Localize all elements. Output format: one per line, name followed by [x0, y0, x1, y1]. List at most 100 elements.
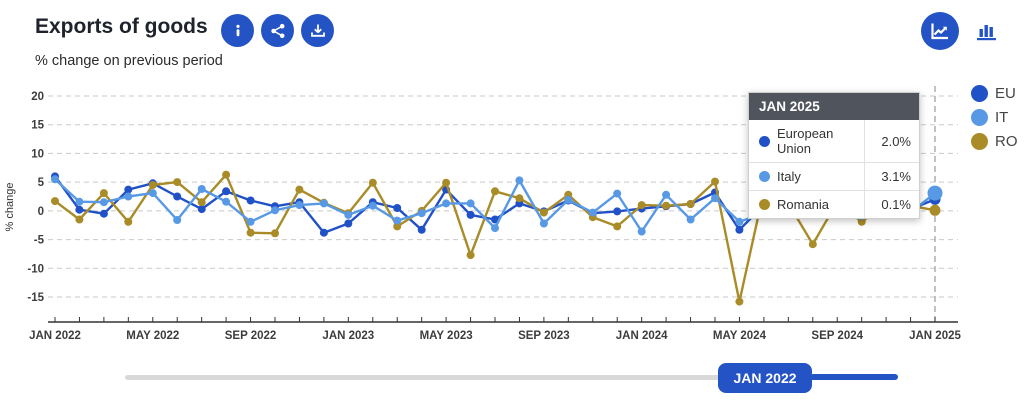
data-point-eu[interactable] [75, 205, 84, 214]
data-point-it[interactable] [613, 189, 622, 198]
data-point-it[interactable] [588, 208, 597, 217]
data-point-ro[interactable] [51, 197, 59, 206]
data-point-it[interactable] [539, 219, 548, 228]
data-point-ro[interactable] [222, 170, 231, 179]
data-point-it[interactable] [197, 185, 206, 193]
legend-label: RO [995, 133, 1018, 150]
data-point-ro[interactable] [735, 297, 744, 306]
data-point-eu[interactable] [613, 207, 622, 216]
data-point-it[interactable] [927, 185, 943, 201]
data-point-it[interactable] [148, 189, 157, 198]
x-axis-tick-label: SEP 2024 [811, 330, 863, 342]
data-point-eu[interactable] [246, 196, 255, 205]
info-button[interactable] [221, 14, 254, 47]
data-point-it[interactable] [393, 216, 402, 225]
x-axis-tick-label: SEP 2022 [225, 330, 277, 342]
data-point-it[interactable] [466, 199, 475, 208]
data-point-eu[interactable] [124, 185, 133, 194]
line-chart-icon [931, 23, 948, 40]
data-point-ro[interactable] [271, 229, 279, 238]
legend-item-eu[interactable]: EU [971, 85, 1018, 102]
data-point-it[interactable] [271, 206, 279, 215]
series-dot-icon [759, 171, 770, 182]
data-point-it[interactable] [662, 190, 671, 199]
y-axis-tick-label: 0 [38, 206, 44, 218]
line-chart-type-button[interactable] [921, 12, 959, 50]
data-point-it[interactable] [124, 192, 133, 201]
tooltip-series-value: 2.0% [864, 120, 919, 162]
chart-subtitle: % change on previous period [35, 53, 223, 69]
share-button[interactable] [261, 14, 294, 47]
chart-tooltip: JAN 2025 European Union 2.0% Italy 3.1% Roma… [748, 92, 920, 219]
data-point-ro[interactable] [686, 200, 695, 208]
data-point-it[interactable] [735, 217, 744, 226]
data-point-eu[interactable] [173, 192, 182, 201]
data-point-ro[interactable] [466, 251, 475, 260]
bar-chart-type-button[interactable] [974, 17, 1000, 46]
data-point-ro[interactable] [295, 185, 304, 194]
data-point-it[interactable] [686, 215, 695, 224]
data-point-ro[interactable] [662, 201, 671, 210]
data-point-it[interactable] [295, 201, 304, 210]
data-point-it[interactable] [515, 176, 524, 185]
data-point-eu[interactable] [735, 225, 744, 234]
data-point-ro[interactable] [929, 204, 941, 216]
data-point-ro[interactable] [613, 222, 622, 231]
data-point-ro[interactable] [124, 217, 133, 226]
data-point-eu[interactable] [222, 187, 231, 196]
data-point-ro[interactable] [637, 201, 646, 210]
time-slider-track[interactable] [125, 375, 897, 380]
data-point-ro[interactable] [491, 187, 499, 196]
legend-swatch-icon [971, 85, 988, 102]
data-point-it[interactable] [368, 201, 377, 210]
data-point-it[interactable] [417, 209, 426, 218]
data-point-ro[interactable] [539, 208, 548, 217]
data-point-it[interactable] [222, 197, 231, 206]
data-point-it[interactable] [442, 199, 451, 208]
data-point-ro[interactable] [99, 189, 108, 198]
data-point-it[interactable] [711, 194, 719, 203]
data-point-it[interactable] [491, 224, 499, 233]
data-point-ro[interactable] [515, 194, 524, 203]
data-point-ro[interactable] [368, 178, 377, 187]
data-point-it[interactable] [75, 197, 84, 206]
data-point-eu[interactable] [319, 228, 328, 237]
time-slider-selected-range[interactable] [810, 374, 898, 380]
data-point-ro[interactable] [246, 228, 255, 237]
data-point-eu[interactable] [417, 225, 426, 234]
data-point-eu[interactable] [99, 209, 108, 218]
data-point-eu[interactable] [344, 219, 353, 228]
data-point-it[interactable] [564, 195, 573, 204]
data-point-ro[interactable] [197, 198, 206, 207]
data-point-it[interactable] [344, 210, 353, 219]
data-point-it[interactable] [319, 199, 328, 208]
tooltip-series-name: Romania [749, 191, 864, 218]
data-point-eu[interactable] [393, 204, 402, 212]
legend-item-it[interactable]: IT [971, 109, 1018, 126]
time-slider-handle[interactable]: JAN 2022 [718, 363, 812, 393]
data-point-ro[interactable] [75, 215, 84, 224]
share-icon [270, 23, 284, 38]
data-point-it[interactable] [246, 217, 255, 226]
data-point-eu[interactable] [197, 205, 206, 214]
data-point-it[interactable] [637, 227, 646, 236]
data-point-ro[interactable] [711, 177, 719, 186]
download-button[interactable] [301, 14, 334, 47]
data-point-ro[interactable] [442, 178, 451, 187]
series-dot-icon [759, 199, 770, 210]
data-point-ro[interactable] [148, 181, 157, 189]
data-point-ro[interactable] [808, 240, 817, 249]
tooltip-row: Italy 3.1% [749, 163, 919, 191]
data-point-eu[interactable] [466, 210, 475, 219]
legend-item-ro[interactable]: RO [971, 133, 1018, 150]
data-point-ro[interactable] [857, 217, 866, 226]
data-point-it[interactable] [99, 198, 108, 207]
tooltip-row: Romania 0.1% [749, 191, 919, 218]
data-point-it[interactable] [173, 216, 182, 224]
legend-swatch-icon [971, 109, 988, 126]
data-point-ro[interactable] [173, 178, 182, 187]
data-point-ro[interactable] [393, 222, 402, 231]
data-point-it[interactable] [51, 175, 59, 184]
data-point-eu[interactable] [491, 215, 499, 224]
